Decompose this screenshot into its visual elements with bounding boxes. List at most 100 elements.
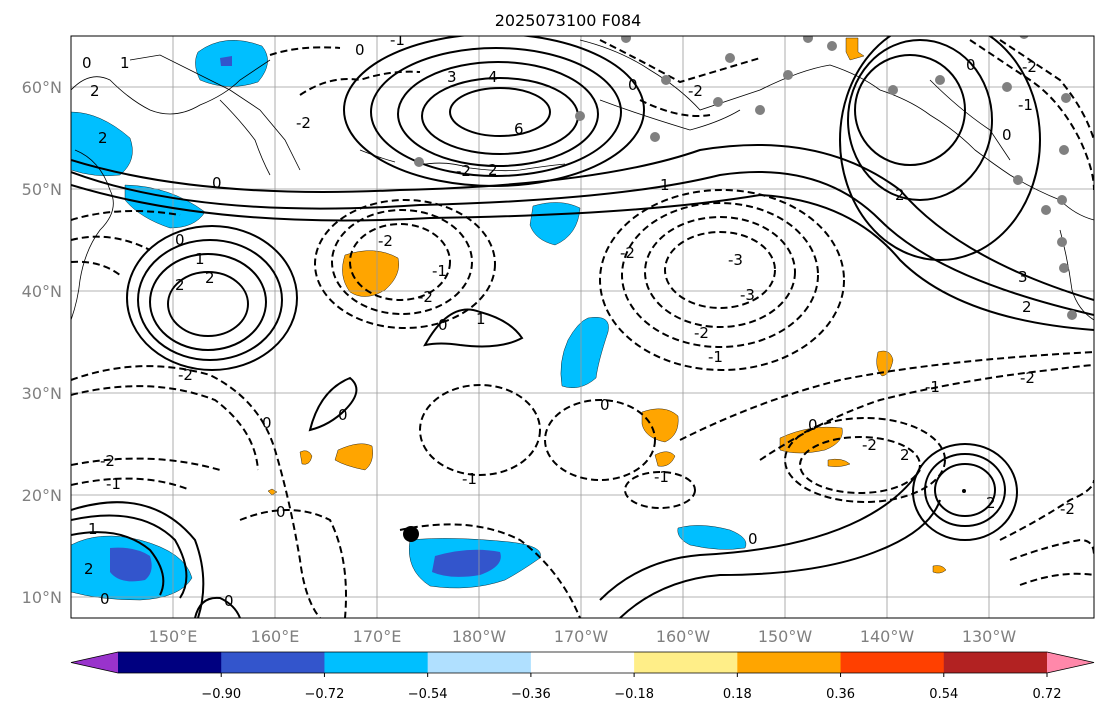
station-marker: [755, 105, 765, 115]
contour-label: 0: [276, 503, 286, 521]
lon-label: 170°E: [353, 627, 402, 646]
blue-region: [71, 111, 133, 177]
colorbar-segment: [118, 652, 222, 673]
contour-label: 2: [84, 560, 94, 578]
lon-labels: 150°E 160°E 170°E 180°W 170°W 160°W 150°…: [149, 627, 1017, 646]
orange-region: [654, 451, 676, 467]
contour-label: -1: [432, 262, 447, 280]
contour-label: -3: [728, 251, 743, 269]
colorbar-extend-low: [71, 652, 118, 673]
contour-label: 0: [628, 76, 638, 94]
station-marker: [650, 132, 660, 142]
station-marker: [725, 53, 735, 63]
contour-label: 1: [195, 250, 205, 268]
contour-label: 0: [175, 231, 185, 249]
contour-label: 0: [438, 316, 448, 334]
contour-label: 1: [120, 54, 130, 72]
contour-label: 2: [175, 276, 185, 294]
station-marker: [1061, 93, 1071, 103]
colorbar: [70, 651, 1095, 674]
contour-label: 3: [447, 68, 457, 86]
lat-label: 10°N: [22, 588, 62, 607]
contour-label: -2: [694, 324, 709, 342]
contour-label: 2: [986, 494, 996, 512]
darkblue-region: [220, 56, 232, 66]
contour-label: -1: [390, 31, 405, 49]
station-marker: [1057, 195, 1067, 205]
contour-label: -2: [296, 114, 311, 132]
orange-region: [932, 565, 947, 574]
colorbar-segment: [840, 652, 945, 673]
map-title: 2025073100 F084: [495, 11, 642, 30]
contour-label: 2: [895, 186, 905, 204]
lon-label: 170°W: [554, 627, 609, 646]
contour-label: 2: [488, 161, 498, 179]
station-marker: [783, 70, 793, 80]
station-marker: [888, 85, 898, 95]
lon-label: 160°W: [656, 627, 711, 646]
contour-label: -2: [178, 366, 193, 384]
orange-region: [845, 37, 865, 61]
colorbar-tick-label: 0.54: [929, 687, 958, 702]
contour-label: 2: [1022, 298, 1032, 316]
lon-label: 130°W: [962, 627, 1017, 646]
contour-label: -1: [654, 468, 669, 486]
orange-region: [342, 250, 399, 297]
orange-region: [334, 443, 373, 471]
lon-label: 150°W: [758, 627, 813, 646]
lat-label: 60°N: [22, 78, 62, 97]
contour-label: -2: [456, 162, 471, 180]
colorbar-tick-label: 0.18: [723, 687, 752, 702]
colorbar-segment: [737, 652, 842, 673]
station-marker: [803, 36, 813, 43]
colorbar-segment: [427, 652, 532, 673]
station-marker: [1059, 263, 1069, 273]
center-dot: [962, 489, 966, 493]
contour-label: 0: [338, 406, 348, 424]
location-marker: [403, 526, 419, 542]
station-marker: [1067, 310, 1077, 320]
station-marker: [935, 75, 945, 85]
lon-label: 150°E: [149, 627, 198, 646]
colorbar-tick-label: 0.72: [1033, 687, 1062, 702]
contour-label: 2: [900, 446, 910, 464]
contour-label: 3: [1018, 268, 1028, 286]
colorbar-segment: [221, 652, 325, 673]
contour-label: -2: [1022, 58, 1037, 76]
contour-label: -2: [100, 452, 115, 470]
darkblue-region: [432, 549, 501, 577]
contour-label: 1: [476, 310, 486, 328]
darkblue-region: [110, 547, 152, 582]
colorbar-tick-label: −0.54: [408, 687, 448, 702]
station-marker: [621, 36, 631, 43]
station-marker: [1059, 145, 1069, 155]
lat-label: 30°N: [22, 384, 62, 403]
blue-region: [560, 317, 609, 388]
station-marker: [1057, 237, 1067, 247]
negative-contours: [71, 39, 1094, 618]
contour-label: 1: [88, 520, 98, 538]
positive-contours: [71, 36, 1094, 618]
lon-label: 160°E: [251, 627, 300, 646]
map-frame: [70, 35, 1095, 619]
contour-label: -2: [418, 288, 433, 306]
contour-label: 0: [262, 414, 272, 432]
colorbar-segment: [530, 652, 635, 673]
contour-label: -2: [862, 436, 877, 454]
contour-label: -2: [1020, 369, 1035, 387]
station-marker: [1002, 82, 1012, 92]
contour-label: -2: [688, 82, 703, 100]
contour-label: 0: [224, 592, 234, 610]
station-marker: [414, 157, 424, 167]
contour-label: 2: [90, 82, 100, 100]
station-marker: [575, 111, 585, 121]
colorbar-segment: [324, 652, 429, 673]
station-marker: [661, 75, 671, 85]
contour-label: -1: [1018, 96, 1033, 114]
orange-region: [641, 408, 679, 443]
contour-label: -2: [1060, 500, 1075, 518]
colorbar-ticks: −0.90 −0.72 −0.54 −0.36 −0.18 0.18 0.36 0.54 0.7…: [201, 673, 1062, 702]
colorbar-tick-label: −0.18: [614, 687, 654, 702]
station-marker: [1013, 175, 1023, 185]
